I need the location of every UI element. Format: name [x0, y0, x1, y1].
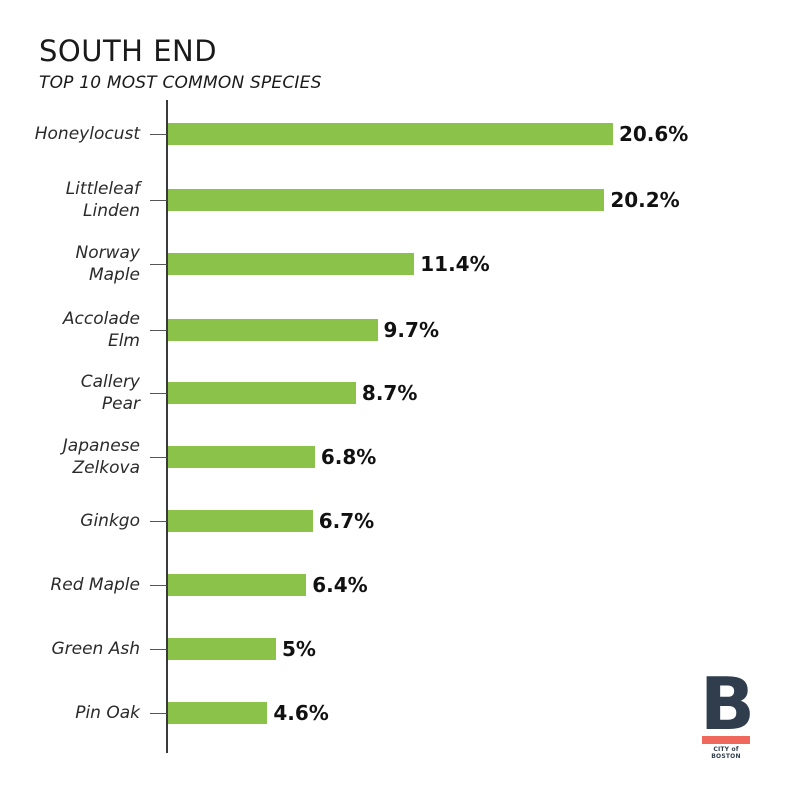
category-label-line1: Callery — [80, 372, 140, 392]
bar-row: Norway Maple 11.4% — [0, 0, 800, 285]
category-label-line2: Elm — [107, 331, 140, 351]
city-of-boston-logo: B CITY of BOSTON — [700, 662, 755, 760]
bar — [168, 382, 356, 404]
axis-tick — [150, 585, 167, 586]
category-label-line1: Ginkgo — [80, 511, 140, 531]
axis-tick — [150, 713, 167, 714]
axis-tick — [150, 457, 167, 458]
value-label: 9.7% — [383, 318, 439, 342]
category-label-line2: Zelkova — [72, 458, 140, 478]
category-label: Honeylocust — [0, 123, 140, 145]
bar — [168, 702, 268, 724]
logo-accent-bar — [702, 736, 750, 744]
category-label: Littleleaf Linden — [0, 178, 140, 222]
category-label-line2: Maple — [88, 265, 140, 285]
bar-row: Honeylocust 20.6% — [0, 0, 800, 146]
category-label: Japanese Zelkova — [0, 435, 140, 479]
bar — [168, 189, 605, 211]
category-label: Pin Oak — [0, 702, 140, 724]
bar — [168, 574, 307, 596]
bar-row: Pin Oak 4.6% — [0, 0, 800, 725]
axis-tick — [150, 521, 167, 522]
category-label-line1: Accolade — [62, 309, 140, 329]
value-label: 6.8% — [320, 445, 377, 469]
chart-title: SOUTH END — [39, 34, 218, 68]
category-label-line2: Pear — [101, 394, 140, 414]
bar-row: Ginkgo 6.7% — [0, 0, 800, 533]
axis-tick — [150, 200, 167, 201]
category-label: Norway Maple — [0, 242, 141, 286]
category-label: Ginkgo — [0, 510, 140, 532]
value-label: 6.7% — [318, 509, 375, 533]
category-label-line1: Japanese — [62, 436, 140, 456]
value-label: 20.6% — [618, 122, 689, 146]
axis-tick — [150, 264, 167, 265]
bar — [168, 253, 415, 275]
bar-row: Callery Pear 8.7% — [0, 0, 800, 414]
value-label: 11.4% — [420, 252, 490, 276]
bar — [168, 123, 613, 145]
value-label: 4.6% — [273, 701, 329, 725]
axis-tick — [150, 134, 167, 135]
category-label-line1: Red Maple — [50, 575, 140, 595]
category-label: Red Maple — [0, 574, 140, 596]
bar-row: Red Maple 6.4% — [0, 0, 800, 597]
bar-row: Japanese Zelkova 6.8% — [0, 0, 800, 478]
category-label-line1: Pin Oak — [75, 703, 140, 723]
bar-row: Accolade Elm 9.7% — [0, 0, 800, 351]
bar — [168, 319, 378, 341]
axis-tick — [150, 393, 167, 394]
category-label-line1: Honeylocust — [34, 124, 140, 144]
value-label: 5% — [282, 637, 316, 661]
category-label-line1: Norway — [75, 243, 141, 263]
axis-tick — [150, 649, 167, 650]
bar — [168, 510, 313, 532]
value-label: 8.7% — [361, 381, 418, 405]
bar — [168, 638, 276, 660]
logo-text: CITY of BOSTON — [711, 746, 741, 760]
chart-subtitle: TOP 10 MOST COMMON SPECIES — [39, 73, 322, 93]
value-label: 20.2% — [610, 188, 680, 212]
category-label: Green Ash — [0, 638, 140, 660]
category-label: Callery Pear — [0, 371, 140, 415]
category-label-line1: Littleleaf — [65, 179, 140, 199]
category-label-line1: Green Ash — [51, 639, 140, 659]
bar-row: Green Ash 5% — [0, 0, 800, 661]
category-label: Accolade Elm — [0, 308, 140, 352]
axis-tick — [150, 330, 167, 331]
value-label: 6.4% — [312, 573, 368, 597]
category-label-line2: Linden — [83, 201, 140, 221]
y-axis-line — [166, 100, 168, 753]
bar-row: Littleleaf Linden 20.2% — [0, 0, 800, 221]
logo-letter: B — [700, 662, 755, 746]
bar — [168, 446, 315, 468]
